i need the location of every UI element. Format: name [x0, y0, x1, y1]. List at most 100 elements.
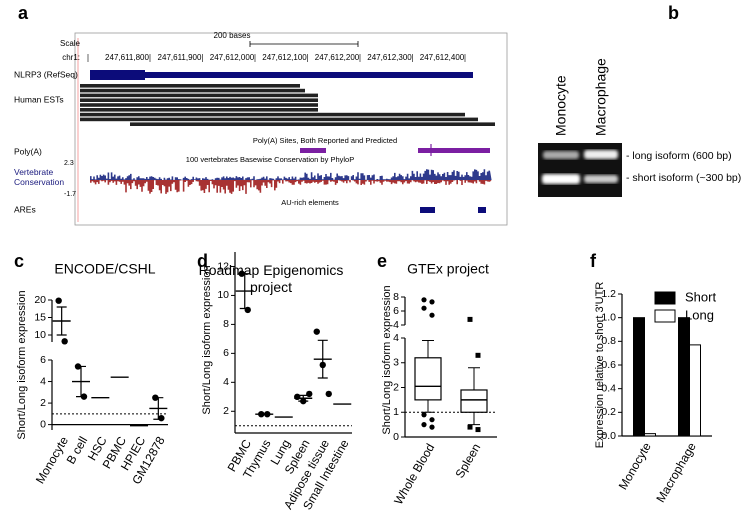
y-tick-label: 12 — [217, 260, 229, 272]
y-tick-label: 4 — [393, 319, 399, 331]
est-bar — [80, 98, 318, 102]
outlier — [421, 305, 427, 311]
data-point — [55, 297, 62, 304]
y-axis-label: Short/Long isoform expression — [201, 265, 213, 414]
error-bar — [76, 365, 86, 398]
polya-site — [300, 148, 326, 153]
outlier — [475, 352, 481, 358]
chart-title: GTEx project — [407, 261, 489, 277]
position-label: 247,611,900 — [158, 53, 202, 62]
error-bar — [239, 273, 250, 310]
position-label: 247,612,000 — [210, 53, 255, 62]
track-label: Vertebrate Conservation — [14, 167, 65, 187]
outlier — [467, 424, 473, 430]
error-bar — [153, 397, 164, 420]
bar — [689, 344, 701, 437]
axis-note: 2.3 — [64, 160, 74, 167]
y-tick-label: 1.0 — [601, 311, 616, 323]
chrom-label: chr1: — [62, 53, 80, 62]
bar — [633, 317, 645, 437]
data-point — [306, 390, 313, 398]
position-label: 247,612,200 — [315, 53, 360, 62]
est-bar — [130, 122, 495, 126]
y-tick-label: 10 — [34, 329, 46, 341]
gel-band — [584, 150, 618, 159]
track-label-box: Vertebrate Conservation — [14, 167, 65, 187]
track-title: AU-rich elements — [281, 198, 339, 207]
y-tick-label: 0.8 — [601, 335, 616, 347]
outlier — [429, 424, 435, 430]
y-axis-label: Expression relative to short 3'UTR — [594, 282, 606, 449]
outlier — [475, 427, 481, 433]
est-bar — [80, 84, 300, 88]
error-bar — [298, 394, 309, 402]
est-bar — [80, 117, 478, 122]
polya-site — [418, 148, 490, 153]
y-tick-label: 1 — [393, 406, 399, 418]
y-tick-label: 2 — [393, 381, 399, 393]
legend-label: Long — [685, 307, 714, 322]
y-axis-label: Short/Long isoform expression — [16, 290, 28, 439]
y-tick-label: 0.6 — [601, 359, 616, 371]
y-tick-label: 6 — [223, 347, 229, 359]
track-label: AREs — [14, 204, 36, 214]
y-tick-label: 0 — [40, 418, 46, 430]
data-point — [294, 393, 301, 400]
est-bar — [80, 112, 465, 117]
scale-bar — [249, 41, 359, 47]
box — [460, 389, 488, 413]
track-title: Poly(A) Sites, Both Reported and Predict… — [253, 136, 397, 145]
legend-swatch — [654, 291, 676, 305]
position-label: 247,612,100 — [262, 53, 307, 62]
panel-label: d — [197, 251, 208, 271]
est-bar — [80, 88, 305, 93]
bar — [644, 433, 656, 437]
gene-utr — [90, 70, 145, 80]
legend-swatch — [654, 309, 676, 323]
outlier — [421, 412, 427, 418]
outlier — [429, 299, 435, 305]
data-point — [325, 390, 332, 398]
y-tick-label: 20 — [34, 294, 46, 306]
panel-label: a — [18, 3, 29, 23]
chart-title: ENCODE/CSHL — [54, 261, 155, 277]
are-block — [478, 207, 486, 213]
panel-label: c — [14, 251, 24, 271]
band-label: - long isoform (600 bp) — [626, 150, 732, 162]
legend-label: Short — [685, 289, 716, 304]
panel-label: e — [377, 251, 387, 271]
data-point — [61, 338, 68, 345]
y-tick-label: 8 — [393, 291, 399, 303]
data-point — [313, 328, 320, 335]
y-tick-label: 2 — [223, 405, 229, 417]
y-tick-label: 4 — [223, 376, 229, 388]
y-tick-label: 6 — [40, 354, 46, 366]
outlier — [421, 297, 427, 303]
y-tick-label: 0 — [393, 431, 399, 443]
est-bar — [80, 93, 318, 98]
y-tick-label: 0.0 — [601, 430, 616, 442]
y-tick-label: 10 — [217, 289, 229, 301]
lane-label: Macrophage — [593, 58, 609, 136]
track-title: 100 vertebrates Basewise Conservation by… — [186, 155, 354, 164]
whisker — [422, 339, 434, 358]
gel-band — [584, 175, 618, 183]
position-label: 247,612,300 — [367, 53, 412, 62]
scale-bar-label: 200 bases — [214, 31, 251, 40]
est-bar — [80, 103, 318, 107]
est-bar — [80, 108, 318, 112]
error-bar — [56, 306, 67, 336]
outlier — [467, 316, 473, 322]
position-label: 247,611,800 — [105, 53, 149, 62]
y-tick-label: 6 — [393, 305, 399, 317]
bar — [678, 317, 690, 437]
track-label: Poly(A) — [14, 146, 42, 156]
track-label: NLRP3 (RefSeq) — [14, 69, 78, 79]
panel-label: b — [668, 3, 679, 23]
y-axis-label: Short/Long isoform expression — [381, 285, 393, 434]
are-block — [420, 207, 435, 213]
y-tick-label: 1.2 — [601, 288, 616, 300]
y-tick-label: 15 — [34, 311, 46, 323]
outlier — [429, 417, 435, 423]
y-tick-label: 0.4 — [601, 382, 616, 394]
